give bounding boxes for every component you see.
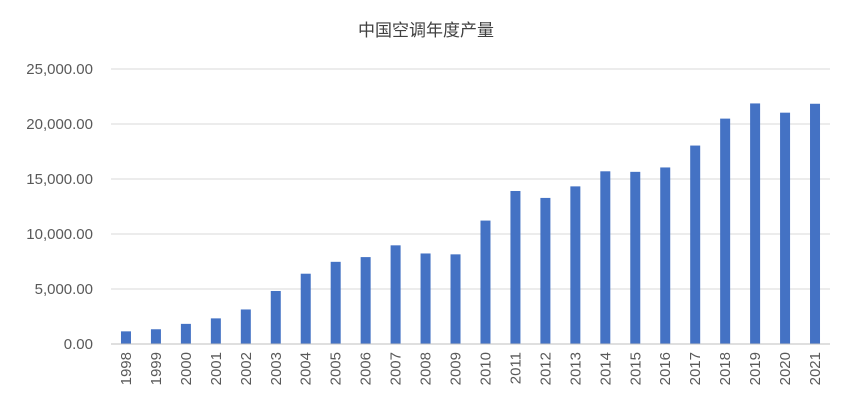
- x-tick-label: 2004: [298, 352, 315, 385]
- chart-title: 中国空调年度产量: [358, 21, 494, 40]
- x-tick-label: 2020: [777, 352, 794, 385]
- bar-2001: [210, 318, 221, 344]
- x-tick-label: 2001: [208, 352, 225, 385]
- bar-2017: [690, 145, 701, 344]
- bar-2003: [270, 290, 281, 344]
- x-tick-label: 1999: [148, 352, 165, 385]
- bar-2009: [450, 254, 461, 344]
- bar-1998: [120, 331, 131, 344]
- y-tick-label: 5,000.00: [35, 281, 93, 298]
- bar-2005: [330, 261, 341, 344]
- x-tick-label: 2018: [717, 352, 734, 385]
- bar-2018: [720, 118, 731, 344]
- bar-2012: [540, 197, 551, 344]
- bar-1999: [150, 329, 161, 344]
- x-tick-label: 2016: [657, 352, 674, 385]
- x-tick-label: 2003: [268, 352, 285, 385]
- bar-2008: [420, 253, 431, 344]
- x-tick-label: 2007: [388, 352, 405, 385]
- x-tick-label: 2017: [687, 352, 704, 385]
- x-tick-label: 1998: [118, 352, 135, 385]
- x-tick-label: 2019: [747, 352, 764, 385]
- x-tick-label: 2014: [597, 352, 614, 385]
- gridlines: [111, 68, 830, 290]
- bars: [120, 103, 821, 345]
- x-tick-label: 2000: [178, 352, 195, 385]
- bar-2015: [630, 171, 641, 344]
- x-tick-label: 2002: [238, 352, 255, 385]
- x-tick-label: 2006: [358, 352, 375, 385]
- bar-2006: [360, 257, 371, 344]
- bar-2020: [780, 112, 791, 344]
- bar-2010: [480, 220, 491, 344]
- bar-2013: [570, 186, 581, 344]
- x-tick-label: 2021: [807, 352, 824, 385]
- bar-2000: [180, 323, 191, 344]
- x-tick-label: 2005: [328, 352, 345, 385]
- y-axis-ticks: 0.00 5,000.00 10,000.00 15,000.00 20,000.00 2…: [26, 61, 93, 353]
- x-tick-label: 2013: [567, 352, 584, 385]
- x-tick-label: 2009: [448, 352, 465, 385]
- bar-2019: [750, 103, 761, 345]
- x-tick-label: 2010: [477, 352, 494, 385]
- bar-2002: [240, 309, 251, 344]
- bar-2014: [600, 171, 611, 344]
- x-tick-label: 2015: [627, 352, 644, 385]
- x-tick-label: 2011: [507, 352, 524, 384]
- y-tick-label: 20,000.00: [26, 116, 93, 133]
- y-tick-label: 0.00: [64, 336, 93, 353]
- bar-2007: [390, 245, 401, 344]
- x-axis-ticks: 1998 1999 2000 2001 2002 2003 2004 2005 2006 2007…: [118, 352, 824, 385]
- bar-2004: [300, 273, 311, 344]
- x-tick-label: 2012: [537, 352, 554, 385]
- y-tick-label: 10,000.00: [26, 226, 93, 243]
- y-tick-label: 15,000.00: [26, 171, 93, 188]
- bar-2021: [810, 103, 821, 344]
- x-tick-label: 2008: [418, 352, 435, 385]
- bar-2016: [660, 167, 671, 344]
- bar-2011: [510, 190, 521, 344]
- y-tick-label: 25,000.00: [26, 61, 93, 78]
